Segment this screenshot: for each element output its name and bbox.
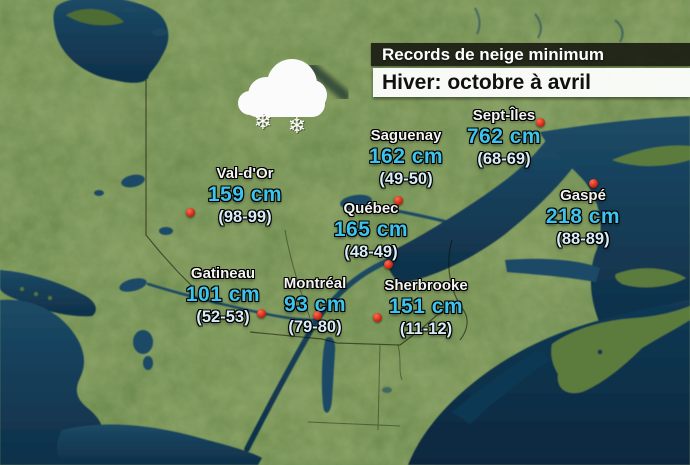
snowflake-icon: ❄ <box>254 110 272 135</box>
snowflake-icon: ❄ <box>288 114 306 139</box>
station-marker-gatineau <box>257 309 266 318</box>
page-title: Records de neige minimum <box>382 45 604 64</box>
station-marker-sept-iles <box>536 118 545 127</box>
station-marker-montreal <box>313 311 322 320</box>
snow-cloud-icon: ❄ ❄ ❄ ❄ <box>238 59 351 140</box>
station-marker-quebec <box>384 260 393 269</box>
station-marker-val-dor <box>186 208 195 217</box>
station-marker-gaspe <box>589 179 598 188</box>
station-marker-sherbrooke <box>373 313 382 322</box>
title-bar: Records de neige minimum <box>371 43 690 66</box>
page-subtitle: Hiver: octobre à avril <box>382 71 591 94</box>
snowflake-shadow: ❄ <box>255 111 273 136</box>
subtitle-bar: Hiver: octobre à avril <box>373 68 690 97</box>
station-marker-saguenay <box>394 196 403 205</box>
snowflake-shadow: ❄ <box>289 115 307 140</box>
